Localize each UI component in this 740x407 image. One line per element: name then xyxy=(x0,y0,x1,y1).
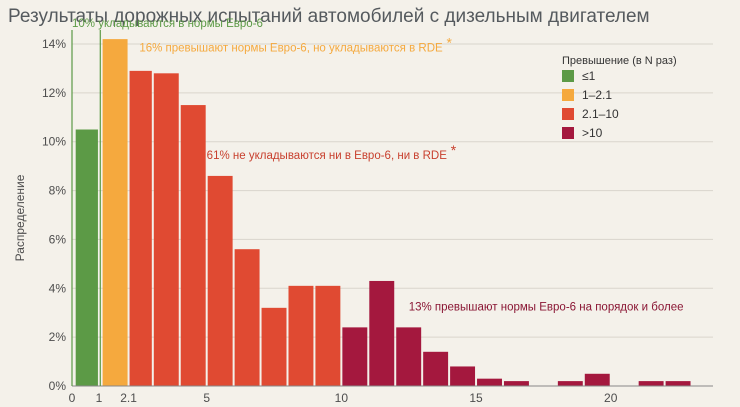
bar-7 xyxy=(261,307,287,386)
legend-label-0: ≤1 xyxy=(582,69,596,83)
legend-swatch-1 xyxy=(562,89,574,101)
x-tick-label: 15 xyxy=(469,391,483,405)
bar-13 xyxy=(423,351,449,386)
bar-19 xyxy=(638,381,664,386)
chart-title: Результаты дорожных испытаний автомобиле… xyxy=(8,6,650,27)
legend-swatch-2 xyxy=(562,108,574,120)
annotation-asterisk: * xyxy=(443,34,453,50)
legend: Превышение (в N раз) ≤1 1–2.1 2.1–10 >10 xyxy=(562,55,677,140)
legend-label-1: 1–2.1 xyxy=(582,88,612,102)
bar-0 xyxy=(75,129,98,386)
bar-11 xyxy=(369,280,395,386)
y-tick-label: 6% xyxy=(49,232,67,246)
legend-title: Превышение (в N раз) xyxy=(562,55,677,67)
annotation-0: 10% укладываются в нормы Евро-6 xyxy=(72,18,263,30)
bar-14 xyxy=(450,366,476,386)
bar-10 xyxy=(342,327,368,386)
annotation-text: 13% превышают нормы Евро-6 на порядок и … xyxy=(409,301,684,313)
bar-6 xyxy=(234,249,260,386)
bar-15 xyxy=(477,378,502,386)
y-tick-label: 2% xyxy=(49,330,67,344)
bar-17 xyxy=(557,381,583,386)
annotation-2: 61% не укладываются ни в Евро-6, ни в RD… xyxy=(207,142,457,162)
annotations: 10% укладываются в нормы Евро-6 16% превы… xyxy=(72,18,684,313)
y-tick-label: 4% xyxy=(49,281,67,295)
bar-2 xyxy=(129,70,152,386)
legend-label-2: 2.1–10 xyxy=(582,107,619,121)
bar-9 xyxy=(315,285,341,386)
y-tick-label: 0% xyxy=(49,379,67,393)
y-tick-label: 8% xyxy=(49,184,67,198)
x-tick-label: 20 xyxy=(604,391,618,405)
bar-3 xyxy=(153,73,179,387)
y-ticks: 0% 2% 4% 6% 8% 10% 12% 14% xyxy=(42,37,66,393)
y-axis-label: Распределение xyxy=(13,174,27,261)
bar-4 xyxy=(180,105,206,387)
x-tick-label: 10 xyxy=(335,391,349,405)
bar-12 xyxy=(396,327,422,386)
y-tick-label: 12% xyxy=(42,86,66,100)
bar-18 xyxy=(584,373,610,386)
x-tick-label: 2.1 xyxy=(120,391,137,405)
bar-16 xyxy=(503,381,529,386)
x-tick-label: 0 xyxy=(69,391,76,405)
y-tick-label: 10% xyxy=(42,135,66,149)
axes xyxy=(71,30,713,387)
annotation-asterisk: * xyxy=(447,142,457,158)
x-tick-label: 1 xyxy=(96,391,103,405)
bars xyxy=(75,39,691,387)
bar-8 xyxy=(288,285,314,386)
annotation-text: 61% не укладываются ни в Евро-6, ни в RD… xyxy=(207,150,448,162)
annotation-text: 16% превышают нормы Евро-6, но укладываю… xyxy=(139,42,443,54)
y-tick-label: 14% xyxy=(42,37,66,51)
x-tick-label: 5 xyxy=(203,391,210,405)
bar-1 xyxy=(102,39,128,386)
legend-label-3: >10 xyxy=(582,126,603,140)
bar-5 xyxy=(207,175,233,386)
annotation-1: 16% превышают нормы Евро-6, но укладываю… xyxy=(139,34,452,54)
legend-swatch-0 xyxy=(562,70,574,82)
legend-swatch-3 xyxy=(562,127,574,139)
annotation-3: 13% превышают нормы Евро-6 на порядок и … xyxy=(409,301,684,313)
x-ticks: 0 1 2.1 5 10 15 20 xyxy=(69,391,618,405)
annotation-text: 10% укладываются в нормы Евро-6 xyxy=(72,18,263,30)
bar-20 xyxy=(665,381,691,386)
